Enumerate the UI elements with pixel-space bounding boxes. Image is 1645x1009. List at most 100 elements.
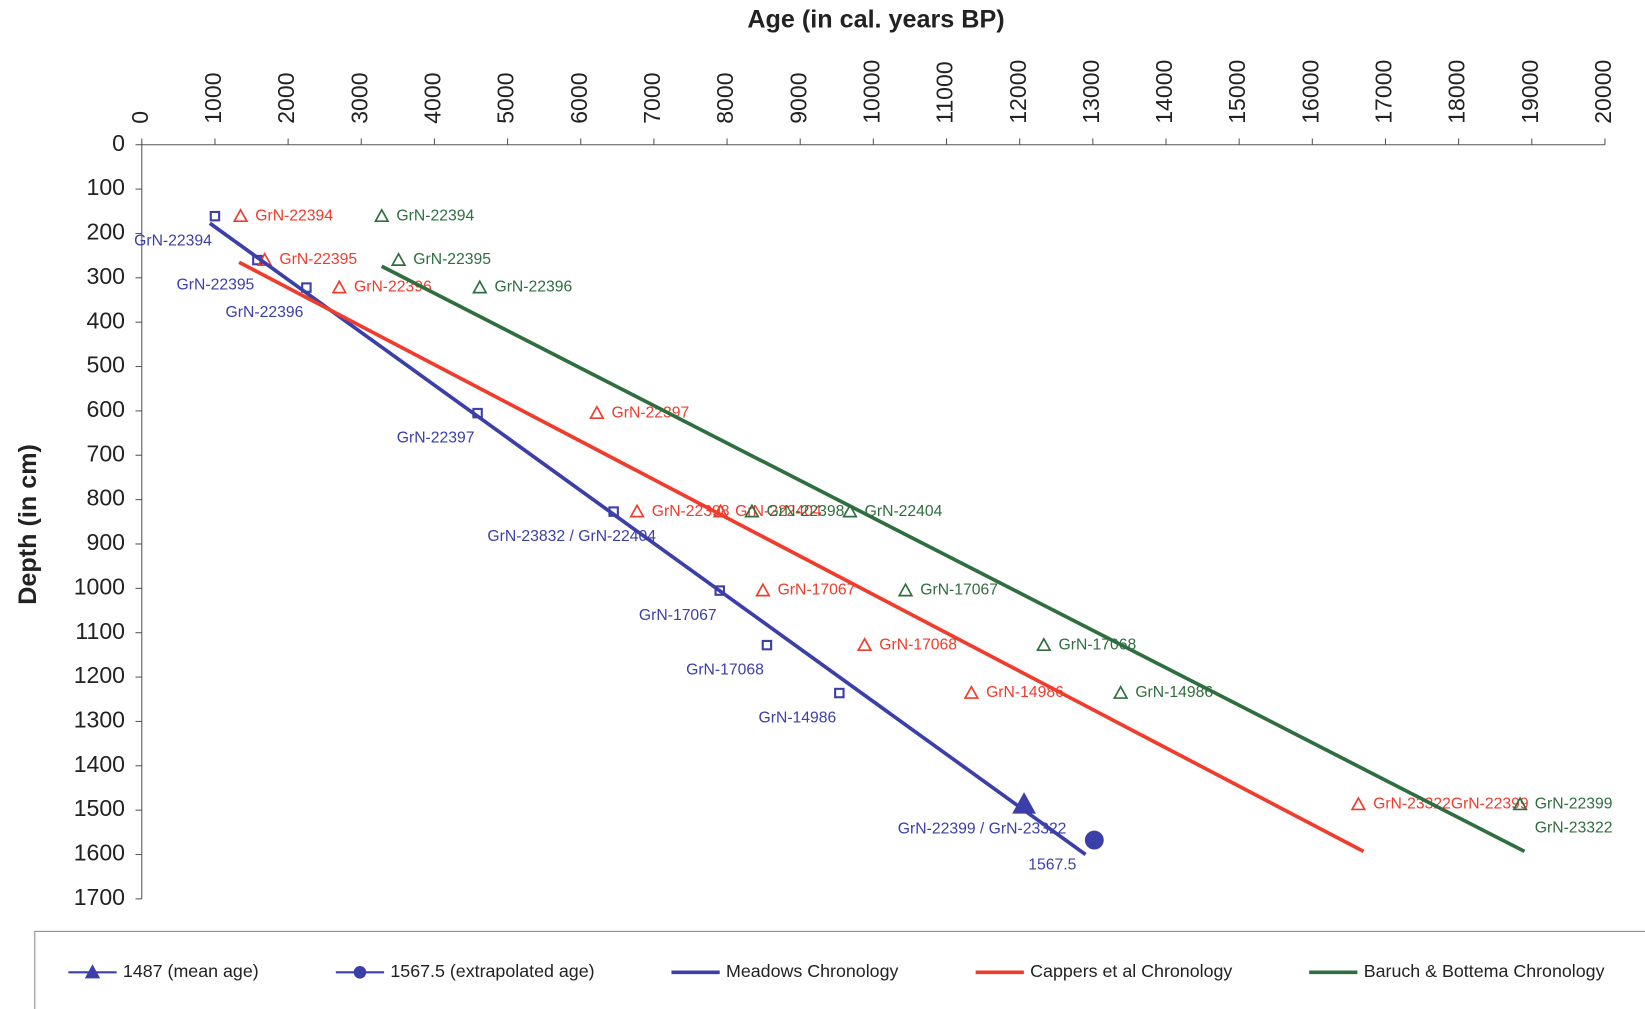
x-tick-label: 20000 — [1590, 60, 1616, 124]
legend-marker — [353, 965, 367, 979]
point-label: GrN-14986 — [1135, 684, 1213, 701]
x-tick-label: 6000 — [566, 72, 592, 123]
point-label: GrN-22399 / GrN-23322 — [898, 821, 1067, 838]
data-point — [834, 687, 845, 699]
data-point — [963, 685, 980, 699]
data-point — [761, 639, 773, 651]
data-point — [1112, 685, 1129, 699]
y-tick-label: 800 — [87, 485, 125, 511]
legend-label: Meadows Chronology — [726, 961, 899, 981]
x-tick-label: 4000 — [420, 72, 446, 123]
data-point — [331, 279, 348, 294]
point-label: GrN-23322GrN-22399 — [1373, 796, 1529, 813]
data-point — [842, 503, 858, 518]
y-tick-label: 1500 — [74, 795, 125, 821]
y-tick-label: 1300 — [74, 707, 125, 733]
y-tick-label: 0 — [112, 130, 125, 156]
point-label: GrN-22394 — [255, 207, 333, 224]
point-label: GrN-17067 — [639, 607, 717, 624]
y-tick-label: 200 — [87, 219, 125, 245]
data-point — [1084, 830, 1104, 850]
y-tick-label: 1600 — [74, 840, 125, 866]
legend-label: 1487 (mean age) — [123, 961, 259, 981]
point-label: GrN-22396 — [494, 279, 572, 296]
point-label: GrN-22394 — [134, 232, 212, 249]
point-label: GrN-14986 — [759, 709, 837, 726]
data-point — [897, 582, 914, 597]
x-tick-label: 1000 — [200, 72, 226, 123]
point-label: GrN-22398 — [767, 503, 845, 520]
data-point — [589, 405, 605, 419]
x-tick-label: 14000 — [1151, 60, 1177, 124]
x-tick-label: 11000 — [932, 61, 958, 123]
y-tick-label: 700 — [87, 440, 125, 466]
y-tick-label: 1200 — [74, 662, 125, 688]
legend-box — [34, 930, 1645, 1009]
point-label: GrN-14986 — [986, 684, 1064, 701]
y-axis-title: Depth (in cm) — [14, 444, 42, 605]
point-label: GrN-22395 — [413, 251, 491, 268]
point-label: GrN-17068 — [686, 661, 764, 678]
data-point — [1512, 796, 1528, 811]
x-tick-label: 19000 — [1517, 60, 1543, 124]
point-label: GrN-22395 — [279, 251, 357, 268]
data-point — [744, 503, 760, 518]
x-tick-label: 16000 — [1297, 60, 1323, 124]
y-tick-label: 100 — [87, 174, 125, 200]
data-point — [390, 252, 407, 266]
y-tick-label: 400 — [87, 307, 125, 333]
legend-label: Cappers et al Chronology — [1030, 961, 1232, 981]
data-point — [1350, 796, 1367, 811]
point-label: GrN-17067 — [778, 582, 856, 599]
regression-line — [208, 221, 1087, 856]
y-tick-label: 1700 — [74, 884, 125, 910]
point-label: GrN-22394 — [396, 207, 474, 224]
legend-marker — [84, 964, 101, 979]
regression-line — [380, 264, 1526, 854]
regression-line — [238, 260, 1365, 854]
legend-label: Baruch & Bottema Chronology — [1364, 961, 1605, 981]
point-label: GrN-22404 — [865, 503, 943, 520]
x-tick-label: 15000 — [1224, 60, 1250, 124]
x-tick-label: 7000 — [639, 72, 665, 123]
x-tick-label: 0 — [127, 111, 153, 124]
point-label: GrN-22397 — [397, 429, 475, 446]
x-tick-label: 10000 — [858, 60, 884, 124]
point-label: GrN-22399 — [1535, 796, 1613, 813]
x-tick-label: 3000 — [346, 72, 372, 123]
x-tick-label: 2000 — [273, 72, 299, 123]
data-point — [629, 503, 645, 518]
legend-label: 1567.5 (extrapolated age) — [390, 961, 594, 981]
data-point — [856, 637, 873, 652]
data-point — [209, 210, 221, 222]
data-point — [714, 585, 725, 596]
x-tick-label: 8000 — [712, 72, 738, 123]
data-point — [472, 279, 488, 294]
x-axis-title: Age (in cal. years BP) — [747, 6, 1004, 34]
data-point — [232, 208, 249, 223]
point-label: GrN-17068 — [879, 636, 957, 653]
point-label: 1567.5 — [1028, 856, 1076, 873]
y-tick-label: 1100 — [75, 618, 125, 644]
point-label: GrN-22395 — [177, 276, 255, 293]
y-tick-label: 500 — [87, 352, 125, 378]
point-label: GrN-22397 — [612, 404, 690, 421]
x-tick-label: 5000 — [493, 72, 519, 123]
data-point — [374, 208, 390, 223]
y-tick-label: 300 — [87, 263, 125, 289]
data-point — [1036, 637, 1052, 652]
point-label: GrN-23832 / GrN-22404 — [487, 528, 656, 545]
y-tick-label: 600 — [87, 396, 125, 422]
point-label: GrN-17067 — [920, 582, 998, 599]
point-label: GrN-23322 — [1535, 820, 1613, 837]
x-tick-label: 13000 — [1078, 60, 1104, 124]
point-label: GrN-22398 — [652, 503, 730, 520]
x-tick-label: 9000 — [785, 72, 811, 123]
x-tick-label: 17000 — [1371, 60, 1397, 124]
data-point — [755, 582, 771, 597]
x-tick-label: 18000 — [1444, 60, 1470, 124]
x-tick-label: 12000 — [1005, 60, 1031, 124]
point-label: GrN-17068 — [1059, 636, 1137, 653]
point-label: GrN-22396 — [226, 304, 304, 321]
